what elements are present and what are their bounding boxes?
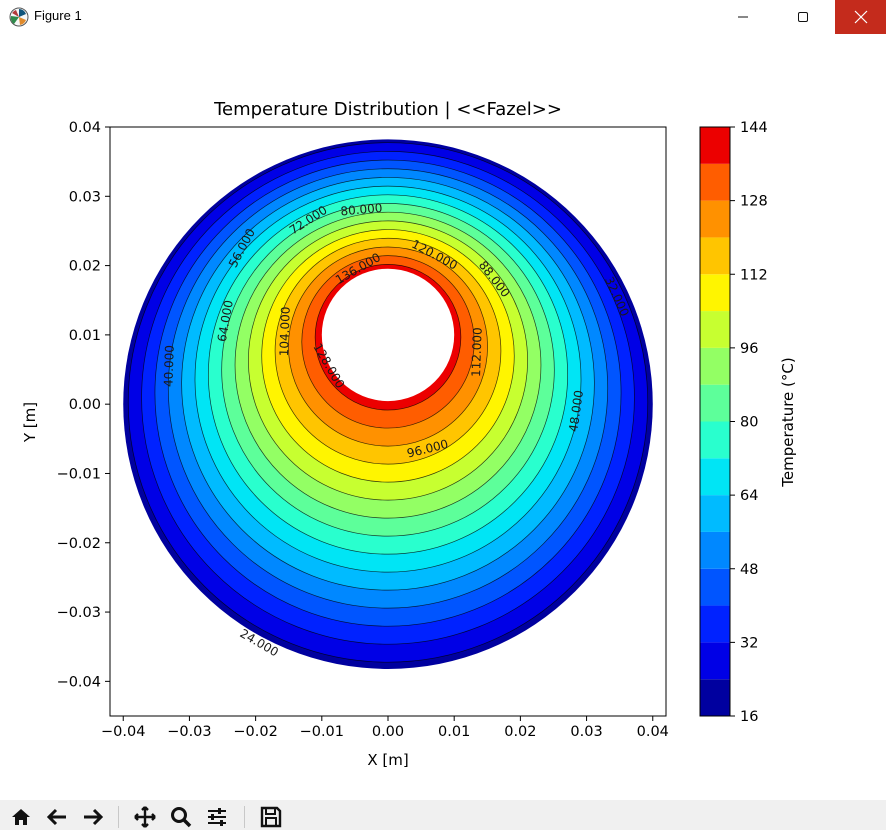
contour-line [127,142,649,663]
toolbar-separator [118,806,119,828]
y-tick-label: −0.04 [57,674,101,690]
y-tick-label: −0.03 [57,605,101,621]
arrow-left-icon [46,808,66,826]
inner-hole [321,268,455,402]
colorbar-tick-label: 80 [740,415,758,431]
colorbar-segment [700,605,730,643]
colorbar-tick-label: 96 [740,341,758,357]
toolbar-separator [244,806,245,828]
x-tick-label: 0.01 [438,724,470,740]
window-titlebar: Figure 1 [0,0,886,34]
y-tick-label: 0.01 [69,328,101,344]
maximize-icon [798,12,808,22]
x-tick-label: −0.02 [233,724,277,740]
navigation-toolbar [0,800,886,830]
colorbar-tick-label: 144 [740,120,768,136]
x-tick-label: −0.01 [300,724,344,740]
y-tick-label: 0.04 [69,120,101,136]
y-axis-label: Y [m] [21,402,39,443]
contour-line [167,168,609,609]
contour-line [221,203,555,537]
contour-line [288,246,488,447]
colorbar-segment [700,421,730,459]
contour-line [141,151,635,645]
colorbar-tick-label: 16 [740,709,758,725]
colorbar-segment [700,495,730,532]
home-icon [12,809,30,825]
colorbar-segment [700,458,730,496]
minimize-button[interactable] [720,0,766,34]
x-axis-label: X [m] [367,751,408,769]
contour-line [234,211,542,519]
window-title: Figure 1 [34,8,82,23]
y-tick-label: −0.02 [57,536,101,552]
forward-button[interactable] [78,804,108,830]
colorbar-label: Temperature (°C) [779,357,797,487]
minimize-icon [738,16,748,18]
sliders-icon [208,808,226,826]
contour-line [194,185,582,573]
colorbar-segment [700,347,730,385]
x-tick-label: 0.00 [372,724,404,740]
contour-line [207,194,569,555]
colorbar-tick-label: 64 [740,488,758,504]
colorbar-tick-label: 48 [740,562,758,578]
colorbar-segment [700,200,730,238]
colorbar-segment [700,568,730,606]
contour-label: 40.000 [161,345,176,387]
colorbar-segment [700,311,730,348]
contour-line [261,229,515,483]
matplotlib-app-icon [9,7,29,27]
save-button[interactable] [256,804,286,830]
x-tick-label: 0.03 [570,724,602,740]
x-tick-label: −0.03 [167,724,211,740]
y-tick-label: 0.03 [69,189,101,205]
contour-label: 112.000 [469,327,485,377]
contour-label: 80.000 [340,201,383,219]
configure-subplots-button[interactable] [202,804,232,830]
contour-line [314,263,462,411]
pan-button[interactable] [130,804,160,830]
contour-line [274,237,502,465]
x-tick-label: 0.02 [504,724,536,740]
colorbar-segment [700,384,730,422]
contour-line [301,255,475,429]
magnifier-icon [171,807,192,828]
colorbar-segment [700,531,730,569]
colorbar-segment [700,127,730,164]
maximize-button[interactable] [780,0,826,34]
chart-title: Temperature Distribution | <<Fazel>> [213,99,562,120]
colorbar-segment [700,642,730,680]
contour-line [248,220,528,501]
colorbar-segment [700,237,730,275]
contour-label: 48.000 [566,389,586,433]
zoom-button[interactable] [166,804,196,830]
x-tick-label: 0.04 [637,724,669,740]
close-button[interactable] [835,0,886,34]
colorbar-tick-label: 128 [740,194,768,210]
arrow-right-icon [84,808,104,826]
colorbar-tick-label: 112 [740,267,768,283]
temperature-chart: Temperature Distribution | <<Fazel>> 120… [21,99,797,769]
y-tick-label: 0.02 [69,259,101,275]
x-tick-label: −0.04 [101,724,145,740]
contour-line [181,177,595,591]
home-button[interactable] [6,804,36,830]
y-tick-label: −0.01 [57,466,101,482]
colorbar-tick-label: 32 [740,635,758,651]
colorbar-segment [700,274,730,312]
contour-line [154,159,622,627]
floppy-disk-icon [260,806,282,828]
contour-label: 104.000 [277,306,293,356]
colorbar-segment [700,679,730,716]
colorbar-segment [700,163,730,201]
back-button[interactable] [42,804,72,830]
figure-canvas[interactable]: Temperature Distribution | <<Fazel>> 120… [0,34,886,800]
y-tick-label: 0.00 [69,397,101,413]
close-icon [854,10,867,24]
move-icon [134,806,156,828]
